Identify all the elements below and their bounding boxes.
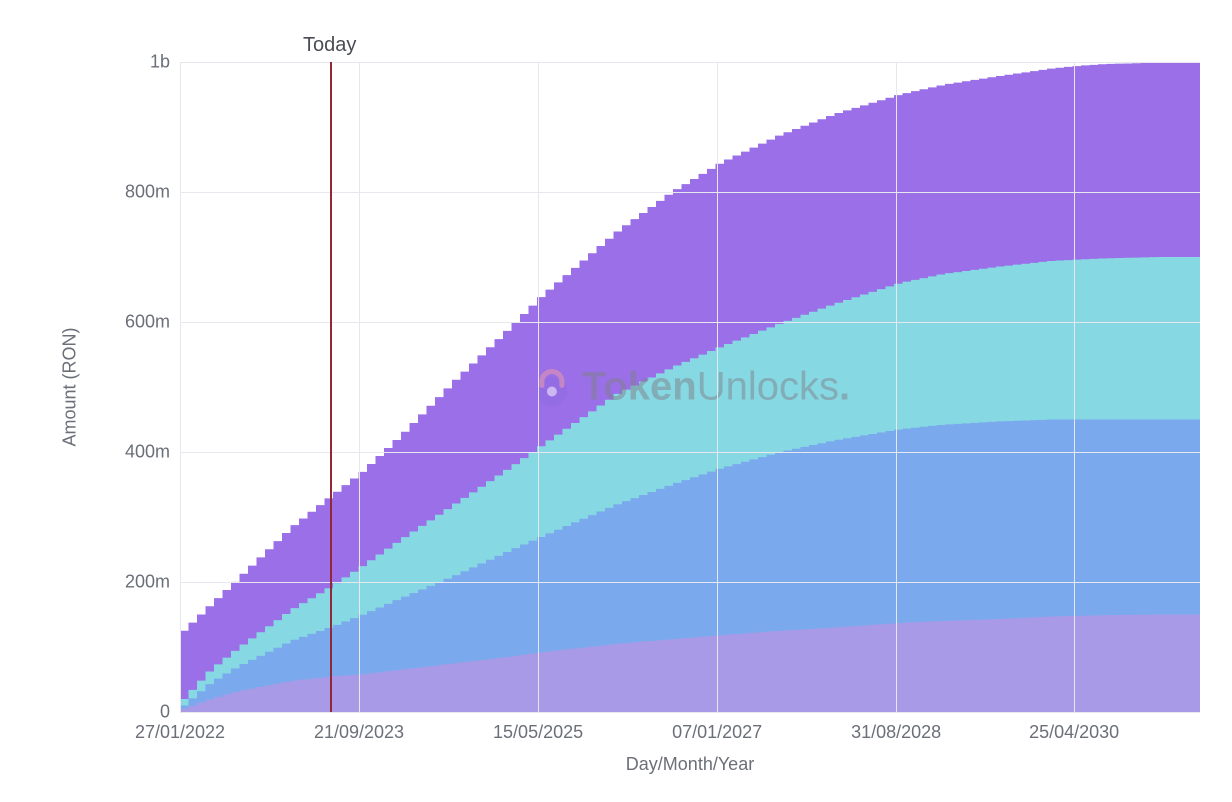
stacked-area-svg: [180, 62, 1200, 712]
gridline-horizontal: [180, 712, 1200, 713]
gridline-horizontal: [180, 582, 1200, 583]
y-tick-label: 800m: [125, 182, 170, 203]
y-tick-label: 1b: [150, 52, 170, 73]
x-tick-label: 15/05/2025: [493, 722, 583, 743]
gridline-horizontal: [180, 322, 1200, 323]
today-marker-label: Today: [303, 34, 356, 57]
x-tick-label: 31/08/2028: [851, 722, 941, 743]
y-tick-label: 200m: [125, 572, 170, 593]
gridline-vertical: [717, 62, 718, 712]
x-tick-label: 25/04/2030: [1029, 722, 1119, 743]
x-axis-label: Day/Month/Year: [626, 754, 754, 775]
plot-area[interactable]: TokenUnlocks.: [180, 62, 1200, 712]
x-tick-label: 21/09/2023: [314, 722, 404, 743]
gridline-vertical: [180, 62, 181, 712]
gridline-vertical: [896, 62, 897, 712]
gridline-horizontal: [180, 452, 1200, 453]
y-tick-label: 400m: [125, 442, 170, 463]
y-tick-label: 600m: [125, 312, 170, 333]
chart-card: TokenUnlocks. Today Amount (RON) Day/Mon…: [0, 0, 1232, 802]
gridline-vertical: [359, 62, 360, 712]
y-tick-label: 0: [160, 702, 170, 723]
today-marker-line: [330, 62, 332, 712]
gridline-horizontal: [180, 62, 1200, 63]
y-axis-label: Amount (RON): [60, 327, 81, 446]
gridline-horizontal: [180, 192, 1200, 193]
gridline-vertical: [538, 62, 539, 712]
x-tick-label: 07/01/2027: [672, 722, 762, 743]
gridline-vertical: [1074, 62, 1075, 712]
x-tick-label: 27/01/2022: [135, 722, 225, 743]
